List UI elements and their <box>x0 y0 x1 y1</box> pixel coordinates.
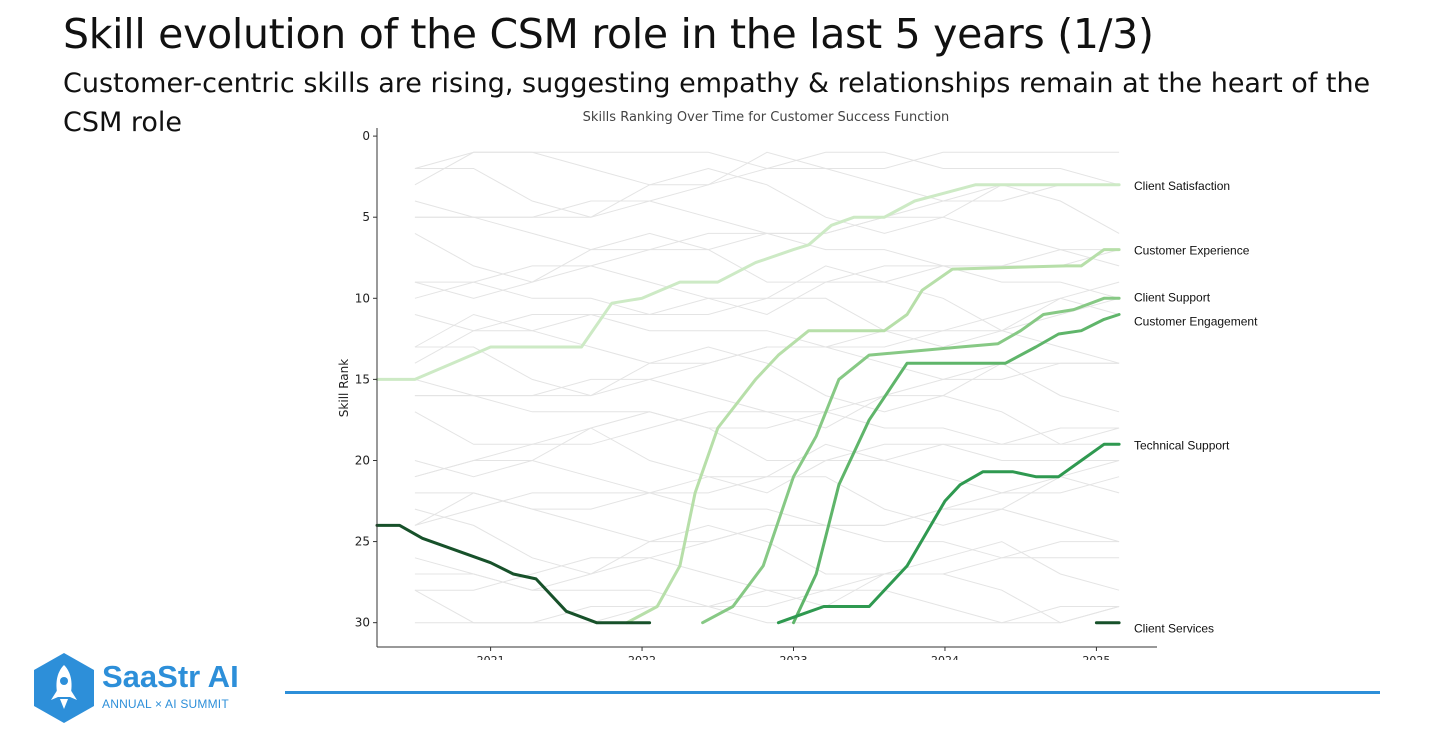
series-line <box>701 296 1121 625</box>
background-line <box>414 606 1120 624</box>
background-line <box>414 427 1120 494</box>
background-line <box>414 265 1120 316</box>
background-line <box>414 395 1120 445</box>
series-label: Client Satisfaction <box>1134 179 1230 193</box>
series-label: Technical Support <box>1134 438 1230 452</box>
slide-title: Skill evolution of the CSM role in the l… <box>63 10 1154 58</box>
background-line <box>414 492 1120 543</box>
background-line <box>414 346 1120 413</box>
x-tick-label: 2024 <box>931 654 959 660</box>
y-tick-label: 20 <box>355 453 370 467</box>
background-line <box>414 167 1120 234</box>
series-line <box>776 442 1121 625</box>
y-tick-label: 0 <box>362 129 370 143</box>
slide-subtitle: Customer-centric skills are rising, sugg… <box>63 68 1371 138</box>
background-line <box>414 151 1120 186</box>
y-tick-label: 15 <box>355 372 370 386</box>
skills-ranking-chart: Skills Ranking Over Time for Customer Su… <box>337 110 1258 660</box>
series-label: Client Services <box>1134 622 1214 636</box>
background-line <box>414 297 1120 364</box>
y-axis-label: Skill Rank <box>337 359 351 417</box>
chart-title: Skills Ranking Over Time for Customer Su… <box>583 110 950 125</box>
x-tick-label: 2021 <box>477 654 505 660</box>
y-tick-label: 5 <box>362 210 370 224</box>
footer-divider <box>285 691 1380 694</box>
series-line <box>375 523 652 625</box>
background-line <box>414 232 1120 299</box>
background-line <box>414 184 1120 234</box>
series-line <box>792 313 1121 625</box>
background-line <box>414 443 1120 494</box>
background-line <box>414 151 1120 218</box>
background-line <box>414 573 1120 624</box>
y-tick-label: 10 <box>355 291 370 305</box>
x-tick-label: 2022 <box>628 654 656 660</box>
brand-tagline: ANNUAL × AI SUMMIT <box>102 697 229 711</box>
background-skill-lines <box>414 151 1120 624</box>
y-tick-label: 25 <box>355 535 370 549</box>
background-line <box>414 346 1120 397</box>
y-tick-label: 30 <box>355 616 370 630</box>
chart-axes: 05101520253020212022202320242025 <box>355 128 1157 660</box>
series-label: Client Support <box>1134 290 1211 304</box>
brand-name: SaaStr AI <box>102 659 239 694</box>
background-line <box>414 476 1120 526</box>
series-label: Customer Engagement <box>1134 315 1258 329</box>
highlighted-series <box>375 183 1121 625</box>
background-line <box>414 313 1120 364</box>
x-tick-label: 2023 <box>780 654 808 660</box>
series-line <box>375 183 1121 381</box>
series-labels: Client Satisfaction Customer Experience Cl… <box>1134 179 1258 636</box>
rocket-icon <box>34 653 94 723</box>
series-label: Customer Experience <box>1134 244 1250 258</box>
series-line <box>625 248 1121 625</box>
